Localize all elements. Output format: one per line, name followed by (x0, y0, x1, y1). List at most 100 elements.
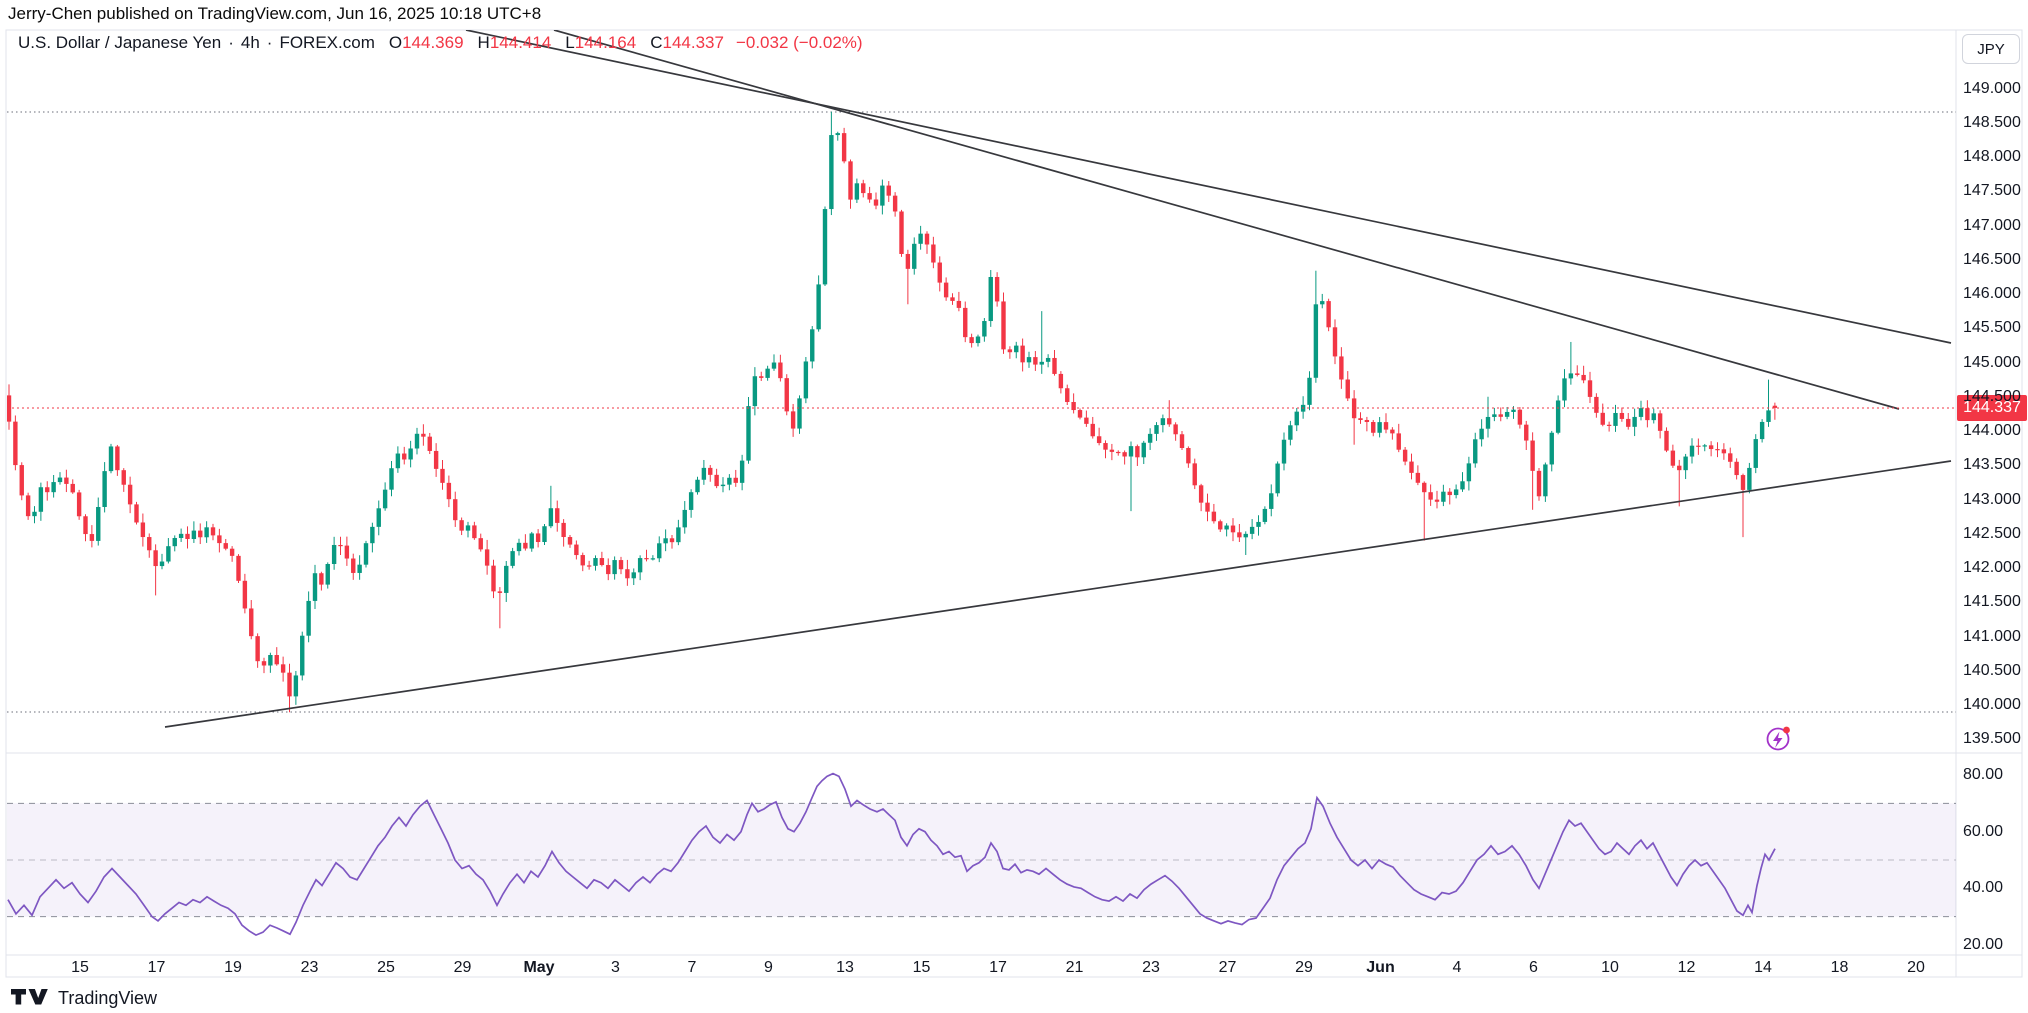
price-axis-label: 140.500 (1963, 661, 2021, 679)
candle (950, 297, 955, 301)
candle (1677, 465, 1682, 471)
candle (523, 542, 528, 549)
candle (1530, 440, 1535, 471)
candle (555, 508, 560, 523)
candle (969, 337, 974, 344)
time-axis-label: 13 (836, 959, 854, 976)
candle (306, 600, 311, 636)
candle (1626, 418, 1631, 427)
candle (1734, 461, 1739, 476)
candle (159, 561, 165, 567)
current-price-label: 144.337 (1957, 395, 2027, 421)
candle (1077, 410, 1083, 418)
candle (433, 450, 439, 469)
time-axis-label: 15 (912, 959, 931, 976)
candle (64, 477, 69, 484)
rsi-pane (7, 772, 1956, 937)
candle (899, 211, 904, 254)
time-axis-label: 25 (377, 959, 395, 976)
candle (453, 499, 458, 521)
price-axis-label: 148.500 (1963, 113, 2021, 131)
time-axis-label: Jun (1366, 959, 1395, 976)
candle (561, 522, 566, 538)
time-axis-label: 14 (1754, 959, 1772, 976)
candle (1147, 433, 1153, 443)
candle (76, 492, 82, 517)
candle (1249, 526, 1255, 534)
candle (548, 508, 554, 527)
tradingview-brand-link[interactable]: TradingView (10, 986, 157, 1010)
candle (1428, 492, 1433, 500)
candle (1237, 532, 1242, 538)
candle (229, 548, 235, 556)
candle (1065, 388, 1070, 403)
candle (1345, 379, 1350, 399)
candle (363, 543, 369, 565)
candle (1198, 485, 1204, 503)
candle (38, 487, 44, 512)
candle (790, 411, 796, 429)
candle (714, 474, 719, 487)
candle (1288, 425, 1293, 440)
candle (931, 244, 936, 263)
candle (45, 487, 50, 493)
candle (344, 545, 350, 559)
candle (676, 527, 681, 543)
candle (1026, 357, 1032, 363)
candle (1708, 445, 1714, 450)
candle (1045, 357, 1051, 362)
candle (134, 504, 139, 523)
candle (708, 467, 713, 475)
candle (1173, 424, 1178, 435)
candle (1230, 525, 1236, 533)
candle (1447, 491, 1452, 496)
candle (886, 185, 891, 196)
candle (153, 550, 158, 567)
candle (1683, 456, 1688, 471)
price-axis-label: 140.000 (1963, 696, 2021, 713)
candle (1453, 489, 1459, 496)
time-axis-label: 17 (147, 959, 166, 976)
candle (918, 233, 923, 244)
candle (829, 135, 834, 210)
candle (988, 276, 993, 322)
candle (1492, 414, 1497, 417)
candle (803, 361, 809, 399)
price-axis-label: 147.500 (1963, 182, 2021, 200)
candle (835, 133, 840, 136)
candle (191, 530, 197, 540)
currency-axis-button[interactable]: JPY (1962, 34, 2020, 64)
candle (637, 558, 643, 573)
time-axis-label: 17 (989, 959, 1007, 976)
candle (516, 542, 522, 552)
candle (1243, 533, 1248, 538)
candle (810, 329, 815, 362)
price-axis-label: 139.500 (1963, 730, 2021, 748)
close-value: 144.337 (662, 33, 724, 52)
candle (108, 446, 114, 472)
candle (695, 479, 700, 493)
rsi-axis-label: 20.00 (1963, 935, 2004, 953)
candle (1651, 413, 1656, 421)
candle (1562, 378, 1567, 401)
symbol-legend: U.S. Dollar / Japanese Yen · 4h · FOREX.… (18, 33, 863, 53)
time-axis-label: 15 (71, 959, 89, 976)
price-axis-label: 144.000 (1963, 422, 2021, 439)
candle (937, 262, 942, 283)
candle (121, 470, 126, 485)
candle (1594, 396, 1599, 413)
candle (1568, 373, 1574, 379)
candle (1058, 373, 1064, 389)
candle (759, 376, 764, 378)
candle (1205, 502, 1210, 512)
candle (644, 558, 649, 560)
exchange-label: FOREX.com (279, 33, 375, 52)
candle (1575, 373, 1580, 375)
candle (1109, 449, 1115, 452)
candlestick-series (7, 111, 1778, 713)
candle (1638, 408, 1644, 417)
candle (688, 492, 694, 510)
rsi-axis-label: 40.00 (1963, 879, 2004, 897)
candle (1689, 445, 1695, 457)
candle (841, 133, 847, 162)
